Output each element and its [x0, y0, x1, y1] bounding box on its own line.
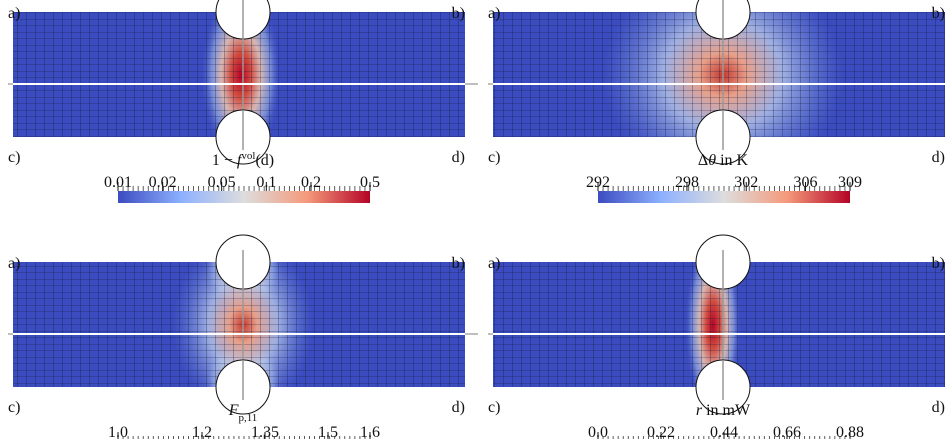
title-part: in K	[716, 152, 748, 169]
corner-label: b)	[452, 5, 465, 22]
corner-label: a)	[488, 5, 500, 22]
tick-label: 1.0	[108, 424, 128, 439]
tick-label: 0.22	[647, 424, 675, 439]
tick-label: 302	[734, 174, 758, 191]
title-part: θ	[708, 152, 716, 169]
corner-label: d)	[932, 149, 945, 166]
corner-label: a)	[488, 255, 500, 272]
corner-label: b)	[452, 255, 465, 272]
colorbar	[118, 191, 370, 203]
tick-label: 298	[675, 174, 699, 191]
corner-label: a)	[8, 255, 20, 272]
tick-label: 0.66	[773, 424, 801, 439]
title-part: f	[237, 152, 244, 169]
tick-label: 306	[794, 174, 818, 191]
colorbar-title: r in mW	[696, 402, 751, 419]
title-part: vol	[241, 150, 255, 162]
corner-label: b)	[932, 255, 945, 272]
tick-label: 0.44	[710, 424, 738, 439]
title-part: Δ	[698, 152, 708, 169]
tick-label: 1.35	[251, 424, 279, 439]
tick-label: 0.5	[360, 174, 380, 191]
corner-label: c)	[8, 149, 20, 166]
tick-label: 0.88	[836, 424, 864, 439]
corner-label: b)	[932, 5, 945, 22]
corner-label: d)	[452, 149, 465, 166]
corner-label: c)	[488, 149, 500, 166]
tick-label: 0.05	[208, 174, 236, 191]
corner-label: d)	[932, 399, 945, 416]
colorbar-title: 1 − fvol(d)	[212, 150, 274, 169]
panel: a) b) c) d) Δθ in K 292 298 302 306 309	[488, 0, 945, 203]
corner-label: a)	[8, 5, 20, 22]
tick-label: 292	[586, 174, 610, 191]
tick-label: 1.6	[360, 424, 380, 439]
title-part: (d)	[255, 152, 274, 169]
tick-label: 0.02	[149, 174, 177, 191]
tick-label: 0.0	[588, 424, 608, 439]
tick-label: 0.01	[104, 174, 132, 191]
panel: a) b) c) d) r in mW 0.0 0.22 0.44 0.66 0.88	[488, 234, 945, 439]
colorbar-title: Fp,11	[228, 402, 258, 424]
tick-label: 1.2	[192, 424, 212, 439]
tick-label: 0.2	[301, 174, 321, 191]
corner-label: c)	[488, 399, 500, 416]
panel: a) b) c) d) Fp,11 1.0 1.2 1.35 1.5 1.6	[8, 234, 478, 439]
corner-label: d)	[452, 399, 465, 416]
title-part: 1 −	[212, 152, 237, 169]
title-part: r	[696, 402, 703, 419]
title-part: F	[228, 402, 239, 419]
panel: a) b) c) d) 1 − fvol(d) 0.01 0.02 0.05 0.1 0.2 0.5	[8, 0, 478, 203]
tick-label: 309	[838, 174, 862, 191]
corner-label: c)	[8, 399, 20, 416]
tick-label: 0.1	[256, 174, 276, 191]
title-part: p,11	[238, 412, 257, 424]
colorbar	[598, 191, 850, 203]
title-part: in mW	[702, 402, 751, 419]
tick-label: 1.5	[318, 424, 338, 439]
colorbar-title: Δθ in K	[698, 152, 749, 169]
